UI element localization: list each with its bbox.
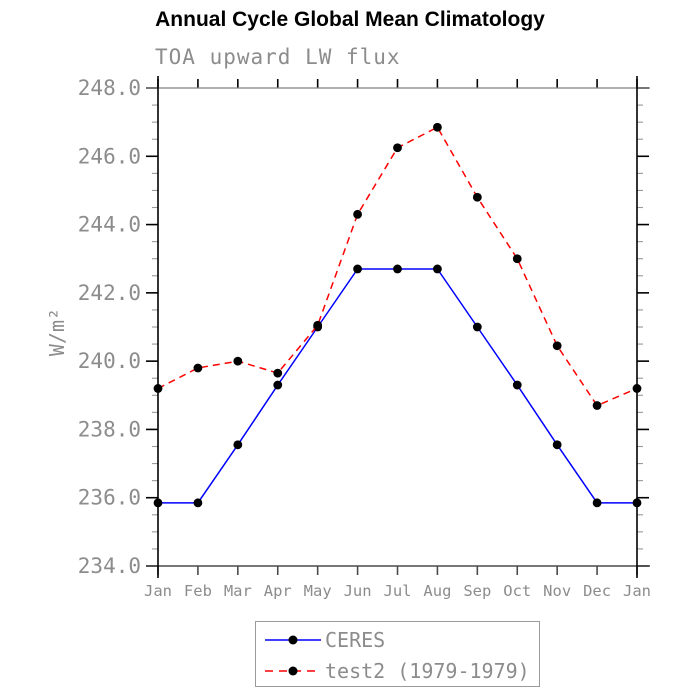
x-axis-month-label: Jul <box>384 582 412 600</box>
data-point-marker <box>273 380 283 390</box>
data-point-marker <box>592 401 602 410</box>
data-point-marker <box>472 322 482 332</box>
chart-title: Annual Cycle Global Mean Climatology <box>155 8 545 31</box>
data-point-marker <box>393 143 402 153</box>
legend-sample-test2 <box>265 666 321 676</box>
data-point-marker <box>273 368 283 378</box>
data-point-marker <box>393 264 402 274</box>
legend-label-ceres: CERES <box>325 628 386 652</box>
legend-marker-ceres <box>288 635 298 645</box>
legend-item-ceres: CERES <box>262 628 385 652</box>
data-point-marker <box>233 356 243 366</box>
data-point-marker <box>353 209 362 219</box>
y-axis-tick-label: 240.0 <box>78 349 141 373</box>
data-point-marker <box>153 384 163 393</box>
data-point-marker <box>313 320 323 330</box>
x-axis-month-label: Mar <box>224 582 252 600</box>
x-axis-month-label: Jan <box>623 582 651 600</box>
data-point-marker <box>193 363 203 373</box>
x-axis-month-label: Sep <box>463 582 491 600</box>
data-point-marker <box>632 498 642 508</box>
x-axis-month-label: Aug <box>423 582 451 600</box>
data-point-marker <box>193 498 203 508</box>
y-axis-tick-label: 242.0 <box>78 281 141 305</box>
data-point-marker <box>153 498 163 508</box>
legend-sample-ceres <box>265 635 321 645</box>
y-axis-tick-label: 238.0 <box>78 417 141 441</box>
y-axis-tick-label: 236.0 <box>78 486 141 510</box>
x-axis-month-label: Nov <box>543 582 571 600</box>
x-axis-month-label: Feb <box>184 582 212 600</box>
data-point-marker <box>552 341 562 351</box>
y-axis-tick-label: 234.0 <box>78 554 141 578</box>
legend-label-test2: test2 (1979-1979) <box>325 659 530 683</box>
data-point-marker <box>632 384 642 393</box>
x-axis-month-label: Jan <box>144 582 172 600</box>
data-point-marker <box>512 254 522 264</box>
data-point-marker <box>472 192 482 202</box>
data-point-marker <box>552 440 562 450</box>
y-axis-tick-label: 248.0 <box>78 76 141 100</box>
x-axis-month-label: Apr <box>264 582 292 600</box>
y-axis-tick-label: 244.0 <box>78 213 141 237</box>
x-axis-month-label: May <box>304 582 332 600</box>
chart-subtitle: TOA upward LW flux <box>155 45 401 69</box>
data-point-marker <box>512 380 522 390</box>
legend-item-test2: test2 (1979-1979) <box>262 659 530 683</box>
series-line-ceres <box>158 268 637 504</box>
legend: CERES test2 (1979-1979) <box>255 621 540 687</box>
data-point-marker <box>233 440 243 450</box>
data-point-marker <box>433 264 442 274</box>
x-axis-month-label: Oct <box>503 582 531 600</box>
data-point-marker <box>433 122 442 132</box>
legend-marker-test2 <box>288 666 298 676</box>
x-axis-month-label: Jun <box>344 582 372 600</box>
y-axis-tick-label: 246.0 <box>78 144 141 168</box>
data-point-marker <box>353 264 362 274</box>
x-axis-month-label: Dec <box>583 582 611 600</box>
data-point-marker <box>592 498 602 508</box>
